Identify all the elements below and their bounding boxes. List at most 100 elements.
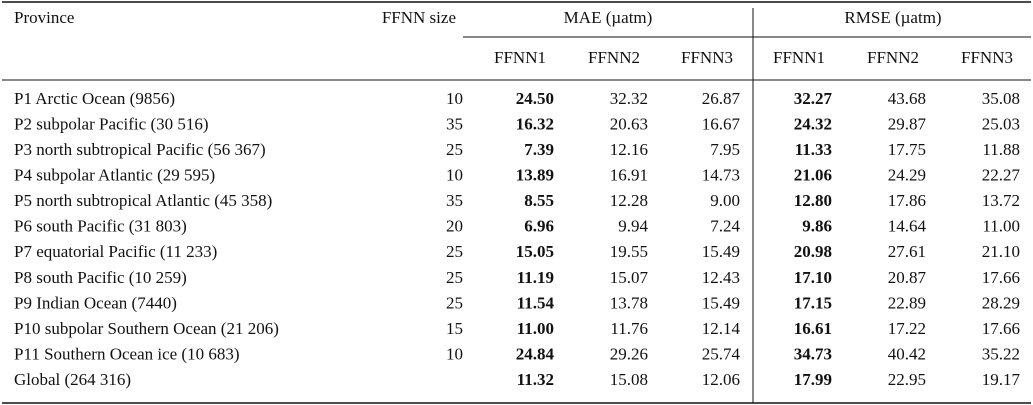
value-cell: 21.10 — [982, 242, 1020, 261]
province-cell: P6 south Pacific (31 803) — [14, 217, 187, 236]
province-cell: P4 subpolar Atlantic (29 595) — [14, 166, 215, 185]
value-cell: 12.06 — [702, 370, 740, 389]
header-mae: MAE (µatm) — [564, 8, 653, 27]
value-cell: 27.61 — [888, 242, 926, 261]
province-cell: P3 north subtropical Pacific (56 367) — [14, 140, 266, 159]
header-province: Province — [14, 8, 74, 27]
value-cell: 10 — [446, 344, 463, 363]
value-cell: 7.39 — [524, 140, 554, 159]
value-cell: 22.27 — [982, 166, 1021, 185]
value-cell: 32.32 — [610, 89, 648, 108]
value-cell: 35 — [446, 114, 463, 133]
value-cell: 9.94 — [618, 217, 648, 236]
value-cell: 25.74 — [702, 344, 741, 363]
value-cell: 17.66 — [982, 268, 1020, 287]
sub-header: FFNN1 — [494, 48, 546, 67]
value-cell: 15 — [446, 319, 463, 338]
sub-header: FFNN3 — [681, 48, 733, 67]
value-cell: 12.43 — [702, 268, 740, 287]
value-cell: 19.17 — [982, 370, 1021, 389]
value-cell: 17.10 — [794, 268, 832, 287]
value-cell: 21.06 — [794, 166, 832, 185]
value-cell: 11.76 — [610, 319, 648, 338]
value-cell: 40.42 — [888, 344, 926, 363]
value-cell: 16.67 — [702, 114, 741, 133]
value-cell: 12.16 — [610, 140, 648, 159]
province-cell: P5 north subtropical Atlantic (45 358) — [14, 191, 272, 210]
value-cell: 22.95 — [888, 370, 926, 389]
value-cell: 15.49 — [702, 242, 740, 261]
value-cell: 35 — [446, 191, 463, 210]
value-cell: 35.22 — [982, 344, 1020, 363]
value-cell: 20.87 — [888, 268, 927, 287]
value-cell: 17.15 — [794, 293, 832, 312]
value-cell: 15.07 — [610, 268, 649, 287]
value-cell: 11.32 — [517, 370, 554, 389]
province-cell: P9 Indian Ocean (7440) — [14, 293, 177, 312]
value-cell: 15.08 — [610, 370, 648, 389]
value-cell: 29.87 — [888, 114, 927, 133]
value-cell: 11.00 — [517, 319, 554, 338]
value-cell: 15.05 — [516, 242, 554, 261]
province-cell: Global (264 316) — [14, 370, 131, 389]
value-cell: 17.22 — [888, 319, 926, 338]
value-cell: 11.88 — [982, 140, 1020, 159]
value-cell: 20.63 — [610, 114, 648, 133]
value-cell: 17.75 — [888, 140, 926, 159]
province-cell: P10 subpolar Southern Ocean (21 206) — [14, 319, 279, 338]
value-cell: 13.78 — [610, 293, 648, 312]
value-cell: 14.64 — [888, 217, 927, 236]
province-cell: P1 Arctic Ocean (9856) — [14, 89, 175, 108]
value-cell: 16.61 — [794, 319, 832, 338]
value-cell: 25 — [446, 242, 463, 261]
value-cell: 17.86 — [888, 191, 926, 210]
value-cell: 24.32 — [794, 114, 832, 133]
value-cell: 6.96 — [524, 217, 554, 236]
value-cell: 12.80 — [794, 191, 832, 210]
value-cell: 11.00 — [982, 217, 1020, 236]
value-cell: 16.32 — [516, 114, 554, 133]
province-cell: P7 equatorial Pacific (11 233) — [14, 242, 217, 261]
value-cell: 10 — [446, 89, 463, 108]
value-cell: 35.08 — [982, 89, 1020, 108]
value-cell: 15.49 — [702, 293, 740, 312]
value-cell: 43.68 — [888, 89, 926, 108]
value-cell: 7.24 — [710, 217, 740, 236]
value-cell: 26.87 — [702, 89, 741, 108]
value-cell: 25 — [446, 140, 463, 159]
value-cell: 34.73 — [794, 344, 832, 363]
value-cell: 12.14 — [702, 319, 741, 338]
value-cell: 32.27 — [794, 89, 833, 108]
sub-header: FFNN2 — [588, 48, 640, 67]
value-cell: 9.86 — [802, 217, 832, 236]
value-cell: 14.73 — [702, 166, 740, 185]
value-cell: 11.33 — [795, 140, 832, 159]
value-cell: 25 — [446, 268, 463, 287]
value-cell: 7.95 — [710, 140, 740, 159]
value-cell: 13.89 — [516, 166, 554, 185]
value-cell: 20 — [446, 217, 463, 236]
province-cell: P11 Southern Ocean ice (10 683) — [14, 344, 240, 363]
value-cell: 25.03 — [982, 114, 1020, 133]
value-cell: 11.54 — [517, 293, 555, 312]
value-cell: 17.99 — [794, 370, 832, 389]
value-cell: 29.26 — [610, 344, 648, 363]
value-cell: 17.66 — [982, 319, 1020, 338]
value-cell: 24.29 — [888, 166, 926, 185]
province-cell: P2 subpolar Pacific (30 516) — [14, 114, 209, 133]
value-cell: 20.98 — [794, 242, 832, 261]
value-cell: 13.72 — [982, 191, 1020, 210]
header-rmse: RMSE (µatm) — [844, 8, 941, 27]
value-cell: 10 — [446, 166, 463, 185]
value-cell: 11.19 — [517, 268, 554, 287]
value-cell: 28.29 — [982, 293, 1020, 312]
value-cell: 9.00 — [710, 191, 740, 210]
value-cell: 8.55 — [524, 191, 554, 210]
sub-header: FFNN3 — [961, 48, 1013, 67]
value-cell: 25 — [446, 293, 463, 312]
value-cell: 16.91 — [610, 166, 648, 185]
header-size: FFNN size — [382, 8, 456, 27]
value-cell: 19.55 — [610, 242, 648, 261]
value-cell: 22.89 — [888, 293, 926, 312]
